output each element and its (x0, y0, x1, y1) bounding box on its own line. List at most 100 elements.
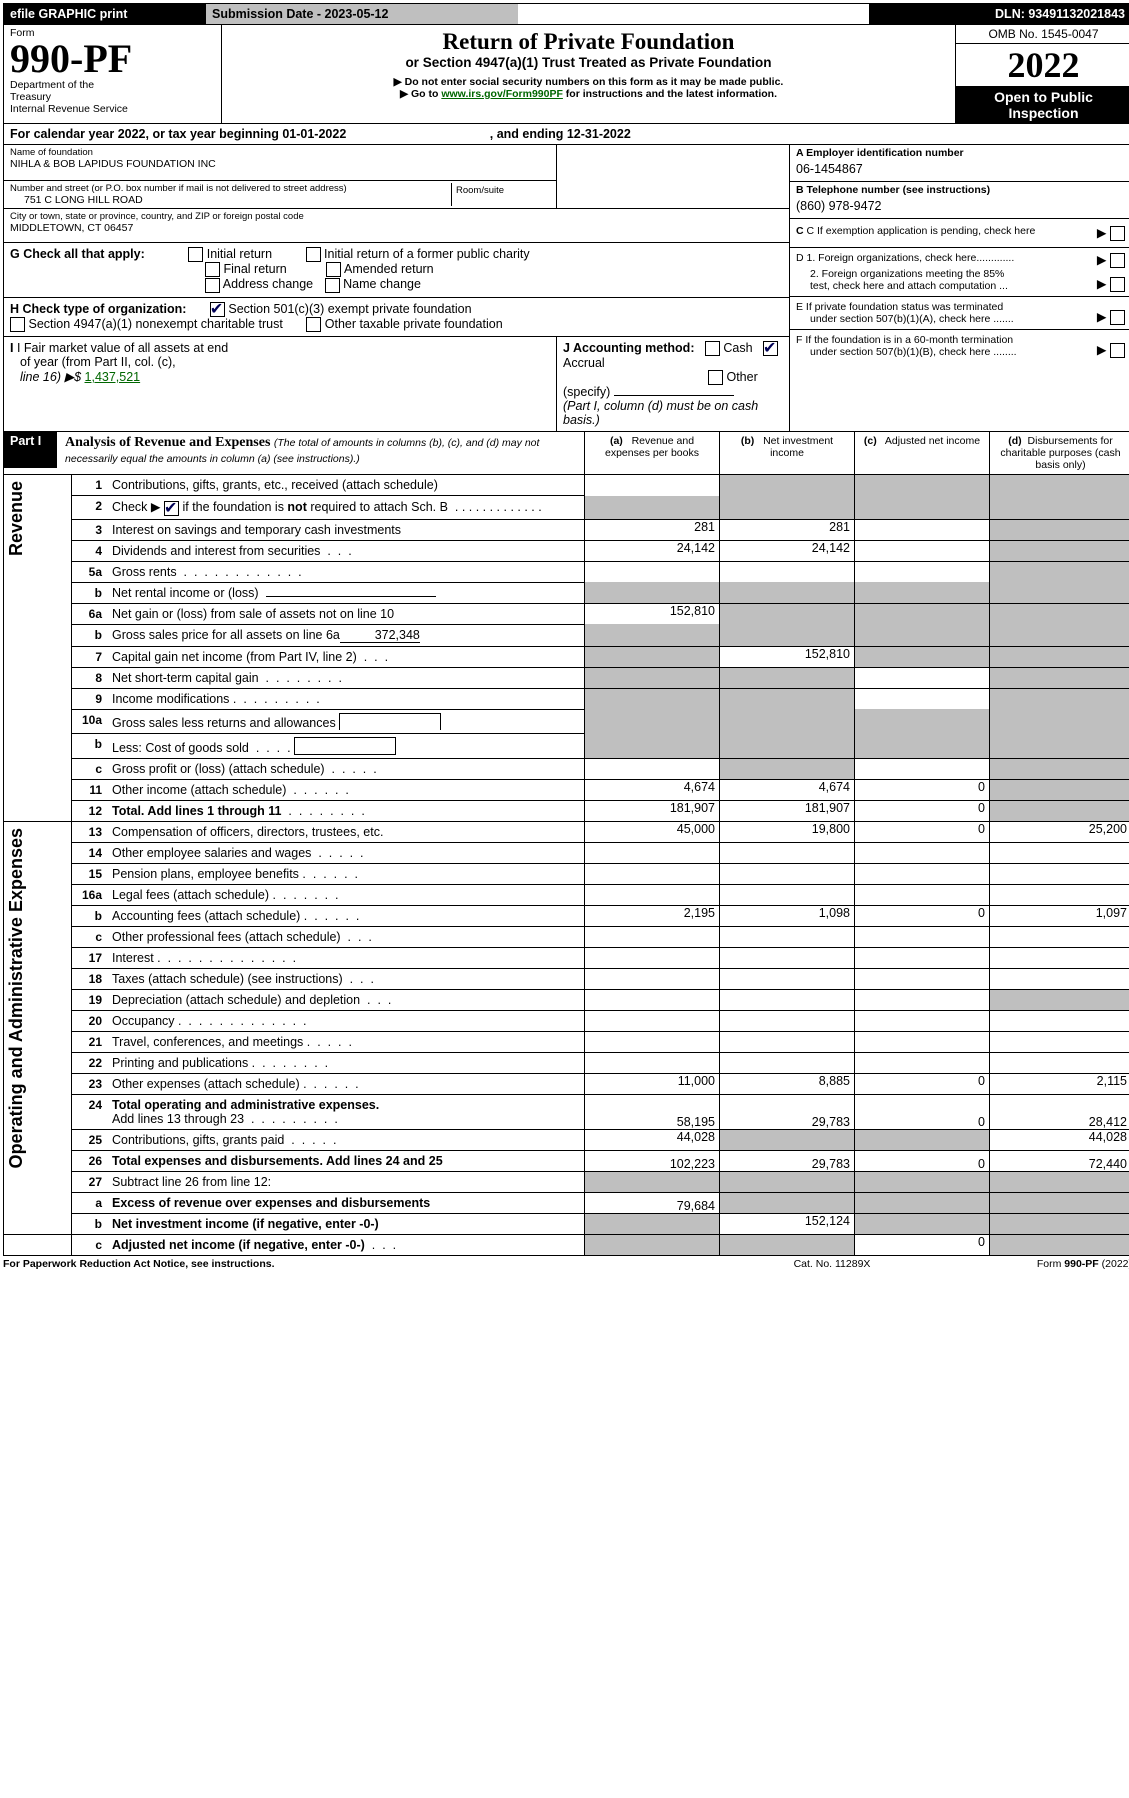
f1: F If the foundation is in a 60-month ter… (796, 334, 1085, 346)
opt-501c3: Section 501(c)(3) exempt private foundat… (228, 302, 471, 316)
rownum-23: 23 (72, 1074, 108, 1094)
chk-f[interactable] (1110, 343, 1125, 358)
chk-other-tax[interactable] (306, 317, 321, 332)
chk-initial-former[interactable] (306, 247, 321, 262)
e1: E If private foundation status was termi… (796, 301, 1085, 313)
open-public-2: Inspection (958, 105, 1129, 121)
opt-amended: Amended return (344, 262, 434, 276)
rownum-22: 22 (72, 1053, 108, 1073)
footer-right-pre: Form (1037, 1258, 1064, 1270)
chk-accrual[interactable] (763, 341, 778, 356)
r4-b: 24,142 (720, 540, 855, 561)
row-27c: Adjusted net income (if negative, enter … (112, 1238, 365, 1252)
d2b: test, check here and attach computation … (796, 280, 1085, 292)
row-26: Total expenses and disbursements. Add li… (112, 1154, 443, 1168)
row-19: Depreciation (attach schedule) and deple… (112, 993, 360, 1007)
r27a-a: 79,684 (585, 1192, 720, 1213)
section-opex: Operating and Administrative Expenses (4, 822, 29, 1174)
rownum-27c: c (72, 1235, 108, 1255)
row-20: Occupancy (112, 1014, 175, 1028)
opt-name: Name change (343, 277, 421, 291)
chk-c[interactable] (1110, 226, 1125, 241)
r23-d: 2,115 (990, 1073, 1129, 1094)
ein-label: A Employer identification number (796, 147, 1125, 159)
rownum-27: 27 (72, 1172, 108, 1192)
chk-e[interactable] (1110, 310, 1125, 325)
row-27b: Net investment income (if negative, ente… (112, 1217, 379, 1231)
col-b-hdr: (b) Net investment income (720, 432, 855, 475)
footer-right-form: 990-PF (1064, 1258, 1098, 1270)
row-10a: Gross sales less returns and allowances (112, 716, 336, 730)
row-27: Subtract line 26 from line 12: (108, 1172, 584, 1192)
chk-d1[interactable] (1110, 253, 1125, 268)
chk-d2[interactable] (1110, 277, 1125, 292)
r13-c: 0 (855, 821, 990, 842)
row-11: Other income (attach schedule) (112, 783, 286, 797)
rownum-16a: 16a (72, 885, 108, 905)
top-bar: efile GRAPHIC print Submission Date - 20… (3, 3, 1129, 25)
part1-title: Analysis of Revenue and Expenses (65, 435, 270, 450)
r24-b: 29,783 (720, 1094, 855, 1129)
row-23: Other expenses (attach schedule) (112, 1077, 300, 1091)
foundation-name: NIHLA & BOB LAPIDUS FOUNDATION INC (10, 158, 550, 170)
row-17: Interest (112, 951, 154, 965)
e2: under section 507(b)(1)(A), check here .… (796, 313, 1085, 325)
omb-number: OMB No. 1545-0047 (956, 25, 1129, 44)
addr-label: Number and street (or P.O. box number if… (10, 183, 451, 194)
rownum-11: 11 (72, 780, 108, 800)
chk-501c3[interactable] (210, 302, 225, 317)
chk-name[interactable] (325, 278, 340, 293)
rownum-1: 1 (72, 475, 108, 495)
form-header: Form 990-PF Department of the Treasury I… (3, 25, 1129, 124)
fmv-value[interactable]: 1,437,521 (85, 370, 141, 384)
submission-date: Submission Date - 2023-05-12 (212, 7, 388, 21)
r12-a: 181,907 (585, 800, 720, 821)
row-16b: Accounting fees (attach schedule) (112, 909, 300, 923)
r24-c: 0 (855, 1094, 990, 1129)
chk-final[interactable] (205, 262, 220, 277)
r11-a: 4,674 (585, 779, 720, 800)
note2-pre: ▶ Go to (400, 88, 441, 100)
row-8: Net short-term capital gain (112, 671, 259, 685)
footer-right-post: (2022) (1102, 1258, 1129, 1270)
r27c-c: 0 (855, 1234, 990, 1255)
r6a-a: 152,810 (585, 603, 720, 624)
rownum-6b: b (72, 625, 108, 646)
row-6b: Gross sales price for all assets on line… (112, 628, 340, 642)
r24-a: 58,195 (585, 1094, 720, 1129)
row-27a: Excess of revenue over expenses and disb… (108, 1193, 584, 1213)
row2-not: not (287, 500, 306, 514)
i-label2: of year (from Part II, col. (c), (20, 355, 176, 369)
section-revenue: Revenue (4, 475, 29, 562)
r13-d: 25,200 (990, 821, 1129, 842)
col-a-hdr: (a) Revenue and expenses per books (585, 432, 720, 475)
row2-post: if the foundation is (182, 500, 287, 514)
footer-mid: Cat. No. 11289X (732, 1258, 932, 1270)
form-link[interactable]: www.irs.gov/Form990PF (441, 88, 563, 100)
r13-b: 19,800 (720, 821, 855, 842)
chk-address[interactable] (205, 278, 220, 293)
period-begin: For calendar year 2022, or tax year begi… (10, 127, 346, 141)
rownum-10b: b (72, 734, 108, 758)
row-9: Income modifications (112, 692, 229, 706)
row-6a: Net gain or (loss) from sale of assets n… (108, 604, 584, 624)
chk-other-acct[interactable] (708, 370, 723, 385)
chk-initial[interactable] (188, 247, 203, 262)
rownum-20: 20 (72, 1011, 108, 1031)
rownum-19: 19 (72, 990, 108, 1010)
row-5b: Net rental income or (loss) (112, 586, 259, 600)
dept-line2: Treasury (10, 91, 215, 103)
row-14: Other employee salaries and wages (112, 846, 311, 860)
chk-cash[interactable] (705, 341, 720, 356)
dln: DLN: 93491132021843 (995, 7, 1125, 21)
chk-4947[interactable] (10, 317, 25, 332)
period-end: , and ending 12-31-2022 (490, 127, 631, 141)
chk-amended[interactable] (326, 262, 341, 277)
row-25: Contributions, gifts, grants paid (112, 1133, 284, 1147)
r26-c: 0 (855, 1150, 990, 1171)
opt-initial: Initial return (207, 247, 272, 261)
chk-schb[interactable] (164, 501, 179, 516)
r23-b: 8,885 (720, 1073, 855, 1094)
rownum-5a: 5a (72, 562, 108, 582)
f2: under section 507(b)(1)(B), check here .… (796, 346, 1085, 358)
